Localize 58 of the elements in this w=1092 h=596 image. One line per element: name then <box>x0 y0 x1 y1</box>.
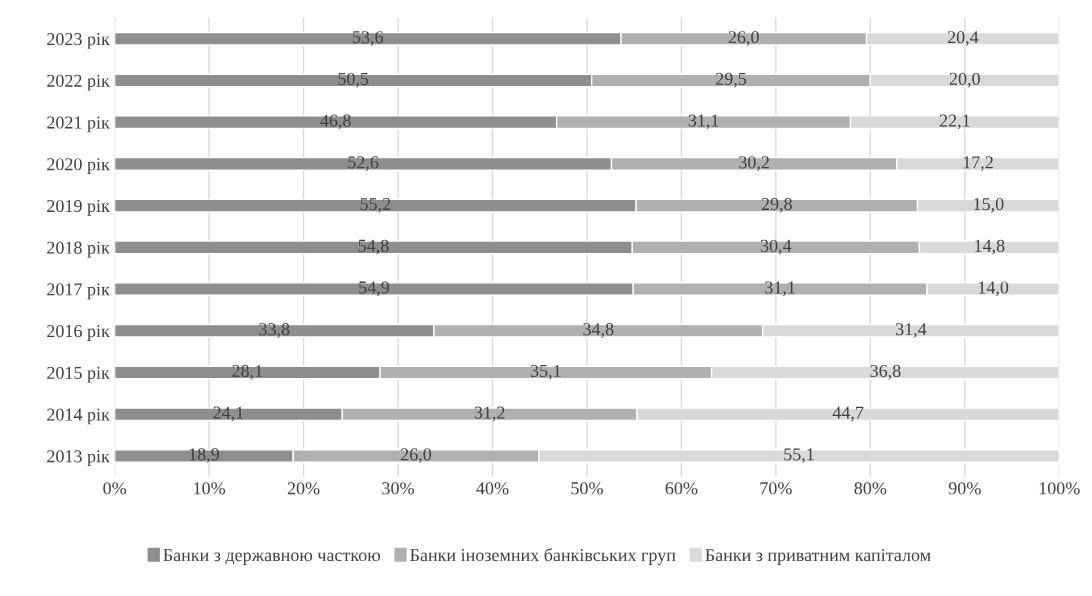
y-tick-label: 2017 рік <box>47 283 110 300</box>
data-label: 31,2 <box>474 406 505 422</box>
legend-label: Банки з приватним капіталом <box>705 549 931 565</box>
data-label: 46,8 <box>320 114 351 130</box>
data-label: 31,1 <box>765 281 795 297</box>
data-label: 30,4 <box>760 239 792 255</box>
x-tick-label: 60% <box>665 482 698 495</box>
data-label: 53,6 <box>353 31 384 46</box>
data-label: 44,7 <box>832 406 864 422</box>
data-label: 14,0 <box>978 281 1009 297</box>
data-label: 20,0 <box>949 72 980 88</box>
data-label: 28,1 <box>232 364 263 380</box>
y-tick-label: 2021 рік <box>47 116 110 133</box>
x-tick-label: 100% <box>1039 482 1080 495</box>
y-tick-label: 2013 рік <box>47 450 110 467</box>
x-tick-label: 90% <box>948 482 981 495</box>
x-tick-label: 50% <box>571 482 603 495</box>
y-tick-label: 2019 рік <box>47 199 110 216</box>
x-tick-label: 10% <box>194 482 226 495</box>
data-label: 22,1 <box>939 114 970 130</box>
x-tick-label: 30% <box>382 482 414 495</box>
data-label: 55,1 <box>784 448 814 464</box>
data-label: 17,2 <box>963 156 993 172</box>
data-label: 20,4 <box>947 31 979 46</box>
data-label: 26,0 <box>400 448 432 464</box>
y-tick-label: 2018 рік <box>47 241 110 258</box>
data-label: 54,8 <box>358 239 389 255</box>
data-label: 24,1 <box>213 406 244 422</box>
data-label: 15,0 <box>974 197 1004 213</box>
data-label: 29,8 <box>761 197 792 213</box>
data-label: 18,9 <box>189 448 219 464</box>
x-tick-label: 0% <box>103 482 127 495</box>
x-tick-label: 70% <box>760 482 792 495</box>
legend-label: Банки іноземних банківських груп <box>410 548 676 565</box>
data-label: 33,8 <box>259 323 290 338</box>
data-label: 34,8 <box>583 323 614 338</box>
y-tick-label: 2023 рік <box>47 33 110 49</box>
data-label: 55,2 <box>360 198 391 213</box>
data-label: 54,9 <box>359 281 390 297</box>
x-tick-label: 20% <box>287 482 320 495</box>
data-label: 36,8 <box>870 364 901 380</box>
data-label: 31,1 <box>688 114 719 130</box>
data-label: 35,1 <box>530 364 561 380</box>
x-tick-label: 40% <box>476 482 509 495</box>
y-tick-label: 2016 рік <box>47 325 110 341</box>
data-label: 14,8 <box>975 239 1005 255</box>
data-label: 52,6 <box>348 156 379 172</box>
y-tick-label: 2015 рік <box>47 366 110 383</box>
data-label: 26,0 <box>728 31 759 46</box>
y-tick-label: 2022 рік <box>47 74 110 91</box>
data-label: 29,5 <box>715 72 747 88</box>
y-tick-label: 2014 рік <box>47 408 110 425</box>
data-label: 50,5 <box>338 72 369 88</box>
data-label: 31,4 <box>896 323 927 338</box>
legend-label: Банки з державною часткою <box>163 549 381 565</box>
x-tick-label: 80% <box>854 482 887 495</box>
y-tick-label: 2020 рік <box>47 158 110 175</box>
data-label: 30,2 <box>739 156 769 172</box>
